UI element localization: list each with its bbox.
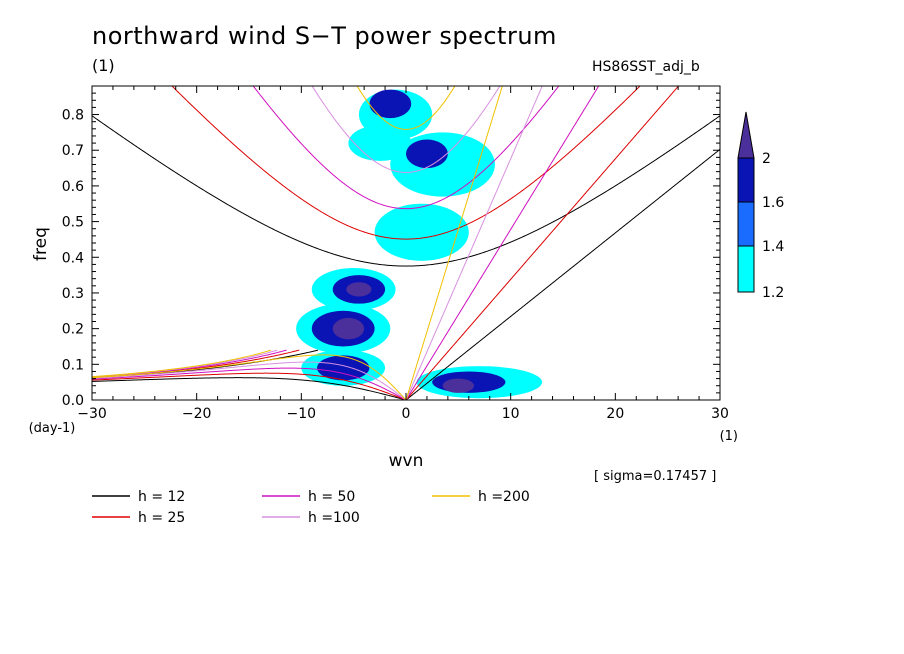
colorbar-label: 2 <box>762 151 771 167</box>
contour-region-2 <box>442 378 475 393</box>
colorbar-segment <box>737 245 755 293</box>
dispersion-curve-rossby-h25 <box>92 372 407 400</box>
y-tick-label: 0.8 <box>62 108 84 124</box>
x-axis-unit: (1) <box>720 429 738 444</box>
dispersion-curve-gravity-h50 <box>252 86 560 210</box>
dispersion-curve-gravity-h12 <box>92 115 720 267</box>
dispersion-curve-kelvin-h50 <box>405 86 600 400</box>
units-label: (1) <box>92 56 115 75</box>
x-tick-label: 10 <box>502 406 520 422</box>
dispersion-curve-rossby-h200 <box>92 354 407 400</box>
legend-label: h = 25 <box>138 510 185 526</box>
dispersion-curve-kelvin-h12 <box>405 148 720 400</box>
plot-area <box>92 86 720 400</box>
x-axis-label: wvn <box>389 451 424 471</box>
y-tick-label: 0.1 <box>62 357 84 373</box>
y-axis-unit: (day-1) <box>29 421 76 436</box>
contour-region-2 <box>332 317 365 340</box>
y-tick-label: 0.6 <box>62 179 84 195</box>
colorbar-segment <box>737 201 755 247</box>
y-tick-label: 0.0 <box>62 393 84 409</box>
contour-region-2 <box>346 282 372 297</box>
y-tick-label: 0.4 <box>62 250 84 266</box>
x-tick-label: −20 <box>182 406 212 422</box>
contour-region-1_6 <box>369 89 412 119</box>
colorbar-label: 1.4 <box>762 239 784 255</box>
y-tick-label: 0.3 <box>62 286 84 302</box>
colorbar-label: 1.6 <box>762 195 784 211</box>
dispersion-curve-kelvin-h25 <box>405 86 680 400</box>
legend-label: h =200 <box>478 489 530 505</box>
dispersion-curve-kelvin-h100 <box>405 86 543 400</box>
dispersion-curve-gravity-h100 <box>311 86 501 173</box>
colorbar-triangle <box>737 111 755 159</box>
contour-region-1_2 <box>374 203 469 261</box>
experiment-label: HS86SST_adj_b <box>592 59 700 75</box>
chart-title: northward wind S−T power spectrum <box>92 22 557 50</box>
legend-label: h = 50 <box>308 489 355 505</box>
dispersion-curve-rossby-h50 <box>92 367 407 400</box>
y-tick-label: 0.7 <box>62 143 84 159</box>
contour-region-1_2 <box>348 125 412 161</box>
y-tick-label: 0.5 <box>62 215 84 231</box>
x-tick-label: 20 <box>606 406 624 422</box>
dispersion-curve-kelvin-h200 <box>405 86 503 400</box>
x-tick-label: −30 <box>77 406 107 422</box>
legend-label: h = 12 <box>138 489 185 505</box>
colorbar-segment <box>737 157 755 203</box>
x-tick-label: 30 <box>711 406 729 422</box>
legend-label: h =100 <box>308 510 360 526</box>
contour-region-1_6 <box>406 139 448 169</box>
dispersion-curve-gravity-h25 <box>171 86 641 240</box>
dispersion-curve-gravity-h200 <box>356 86 456 130</box>
dispersion-curve-rossby-h100 <box>92 361 407 400</box>
colorbar-label: 1.2 <box>762 285 784 301</box>
contour-region-1_6 <box>317 355 370 381</box>
dispersion-curve-mrg-h200 <box>92 349 272 378</box>
x-tick-label: 0 <box>402 406 411 422</box>
y-tick-label: 0.2 <box>62 322 84 338</box>
y-axis-label: freq <box>31 227 51 261</box>
sigma-note: [ sigma=0.17457 ] <box>594 469 717 484</box>
dispersion-curve-rossby-h12 <box>92 377 407 400</box>
x-tick-label: −10 <box>287 406 317 422</box>
